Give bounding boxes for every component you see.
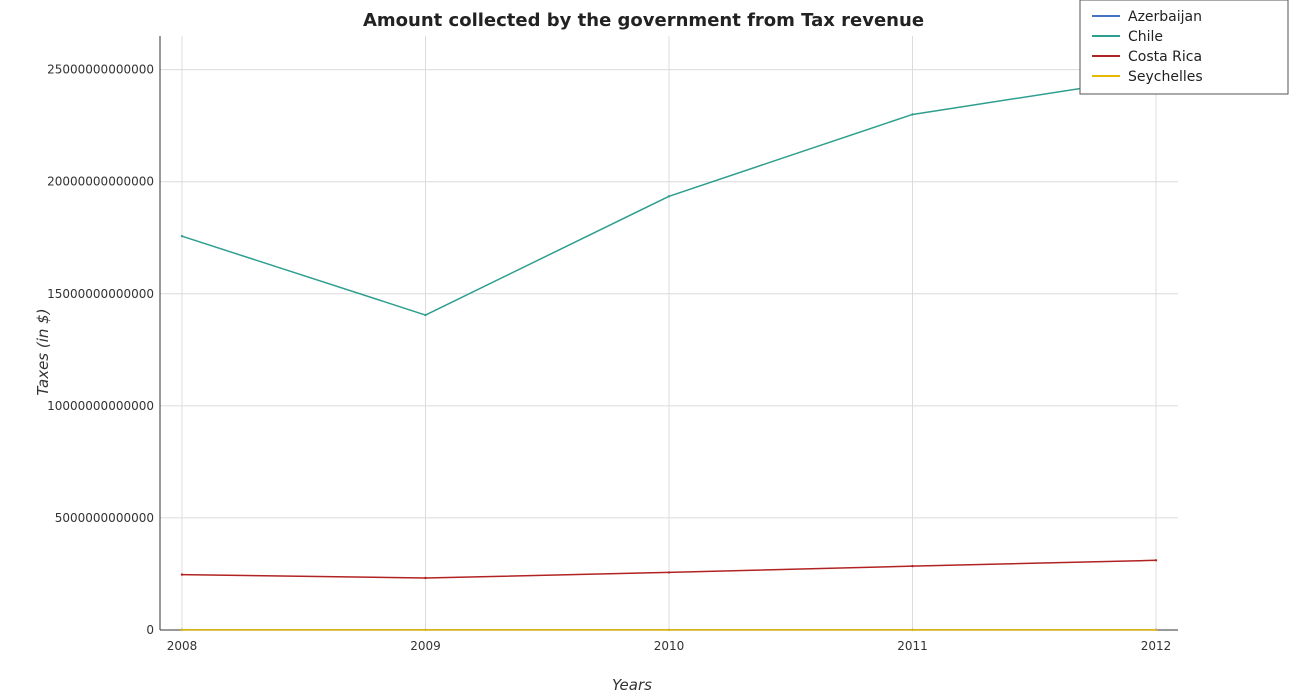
y-tick-label: 20000000000000 xyxy=(47,175,154,189)
point-costa-rica xyxy=(667,571,671,574)
chart-title: Amount collected by the government from … xyxy=(363,10,924,31)
point-chile xyxy=(911,113,914,116)
x-tick-labels: 2008 2009 2010 2011 2012 xyxy=(167,639,1172,653)
point-costa-rica xyxy=(180,573,184,576)
point-costa-rica xyxy=(424,576,427,580)
legend-label-seychelles: Seychelles xyxy=(1128,69,1203,85)
y-tick-label: 25000000000000 xyxy=(47,63,154,77)
legend-label-azerbaijan: Azerbaijan xyxy=(1128,9,1202,25)
gridlines xyxy=(160,36,1178,631)
legend-label-costa-rica: Costa Rica xyxy=(1128,49,1202,65)
point-seychelles xyxy=(667,628,671,632)
x-tick-label: 2009 xyxy=(410,639,441,653)
x-tick-label: 2012 xyxy=(1141,639,1172,653)
point-chile xyxy=(667,195,671,198)
point-chile xyxy=(180,234,184,238)
point-seychelles xyxy=(1154,628,1158,632)
series-lines xyxy=(180,75,1158,632)
y-tick-label: 0 xyxy=(146,623,154,637)
x-tick-label: 2011 xyxy=(897,639,928,653)
point-chile xyxy=(424,313,427,317)
point-seychelles xyxy=(424,628,427,632)
y-axis-label: Taxes (in $) xyxy=(34,308,52,395)
y-tick-label: 15000000000000 xyxy=(47,287,154,301)
point-costa-rica xyxy=(1154,559,1158,562)
x-axis-label: Years xyxy=(612,676,652,694)
y-tick-label: 5000000000000 xyxy=(55,511,154,525)
legend-label-chile: Chile xyxy=(1128,29,1163,45)
point-seychelles xyxy=(911,628,914,632)
point-costa-rica xyxy=(911,564,914,568)
x-tick-label: 2010 xyxy=(654,639,685,653)
point-seychelles xyxy=(180,628,184,632)
x-tick-label: 2008 xyxy=(167,639,198,653)
legend: Azerbaijan Chile Costa Rica Seychelles xyxy=(1079,0,1289,95)
y-tick-label: 10000000000000 xyxy=(47,399,154,413)
y-tick-labels: 0 5000000000000 10000000000000 150000000000… xyxy=(47,63,154,637)
